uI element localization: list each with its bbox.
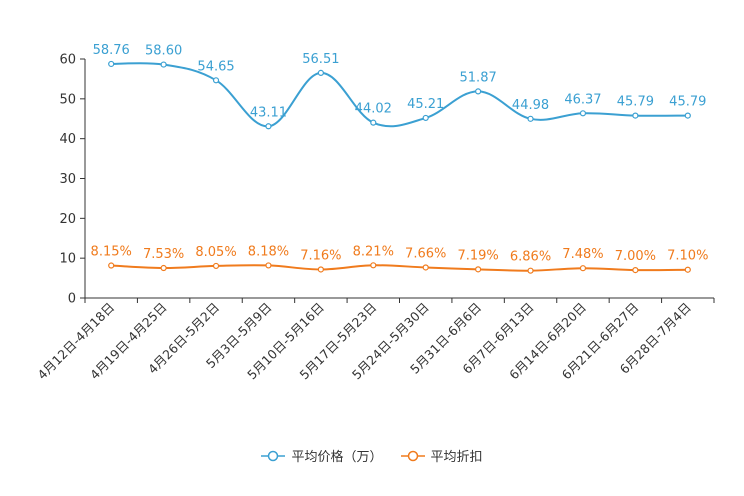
data-point-0-4[interactable] (317, 69, 324, 77)
data-label-0-0: 58.76 (93, 43, 130, 58)
legend-marker-price-icon (261, 450, 286, 461)
data-point-0-1[interactable] (160, 61, 167, 68)
data-label-1-11: 7.10% (667, 249, 708, 264)
chart-legend: 平均价格（万） 平均折扣 (0, 446, 744, 465)
line-chart: 01020304050604月12日-4月18日4月19日-4月25日4月26日… (34, 43, 715, 382)
data-point-1-4[interactable] (317, 266, 324, 273)
data-label-0-6: 45.21 (407, 97, 444, 112)
data-label-0-2: 54.65 (197, 59, 234, 74)
data-point-0-8[interactable] (527, 115, 534, 122)
data-point-1-10[interactable] (632, 267, 639, 274)
data-point-0-5[interactable] (370, 119, 377, 126)
data-label-0-10: 45.79 (617, 95, 654, 110)
legend-item-price[interactable]: 平均价格（万） (261, 446, 383, 465)
data-point-1-3[interactable] (265, 262, 272, 269)
data-label-1-2: 8.05% (195, 245, 236, 260)
data-label-0-3: 43.11 (250, 105, 287, 120)
data-label-1-6: 7.66% (405, 246, 446, 261)
data-point-0-10[interactable] (632, 112, 639, 119)
data-point-1-11[interactable] (684, 266, 691, 273)
data-point-1-1[interactable] (160, 264, 167, 272)
data-point-1-5[interactable] (370, 262, 377, 269)
data-label-1-0: 8.15% (91, 245, 132, 260)
data-point-0-11[interactable] (684, 112, 691, 119)
data-point-0-9[interactable] (579, 110, 587, 117)
data-point-1-7[interactable] (475, 266, 482, 273)
legend-label-price: 平均价格（万） (291, 450, 383, 465)
data-point-1-0[interactable] (108, 262, 115, 269)
y-tick-label: 40 (59, 132, 76, 147)
legend-item-discount[interactable]: 平均折扣 (400, 446, 483, 465)
data-point-1-9[interactable] (579, 265, 587, 272)
data-point-0-2[interactable] (212, 77, 220, 84)
y-tick-label: 50 (59, 92, 76, 107)
series-line-1 (111, 264, 688, 272)
data-point-1-2[interactable] (212, 262, 220, 270)
y-tick-label: 20 (59, 212, 76, 227)
data-label-0-5: 44.02 (355, 102, 392, 117)
data-point-1-8[interactable] (527, 267, 534, 274)
data-point-1-6[interactable] (422, 264, 429, 271)
data-point-0-6[interactable] (422, 114, 429, 122)
data-label-1-10: 7.00% (615, 249, 656, 264)
data-point-0-0[interactable] (108, 60, 115, 68)
y-tick-label: 60 (59, 53, 76, 68)
data-label-0-9: 46.37 (564, 92, 601, 107)
data-label-1-4: 7.16% (300, 248, 341, 263)
data-label-1-8: 6.86% (510, 250, 551, 265)
data-label-0-4: 56.51 (302, 52, 339, 67)
data-label-1-3: 8.18% (248, 244, 289, 259)
data-label-1-5: 8.21% (353, 244, 394, 259)
data-label-1-9: 7.48% (562, 247, 603, 262)
data-label-0-7: 51.87 (460, 70, 497, 85)
y-tick-label: 30 (59, 172, 76, 187)
data-label-0-8: 44.98 (512, 98, 549, 113)
legend-label-discount: 平均折扣 (430, 450, 483, 465)
data-label-0-1: 58.60 (145, 44, 182, 59)
data-label-1-1: 7.53% (143, 247, 184, 262)
data-point-0-3[interactable] (265, 123, 272, 130)
data-point-0-7[interactable] (475, 88, 482, 95)
data-label-0-11: 45.79 (669, 95, 706, 110)
y-tick-label: 0 (68, 292, 76, 307)
y-tick-label: 10 (59, 252, 76, 267)
data-label-1-7: 7.19% (457, 248, 498, 263)
legend-marker-discount-icon (400, 450, 425, 461)
